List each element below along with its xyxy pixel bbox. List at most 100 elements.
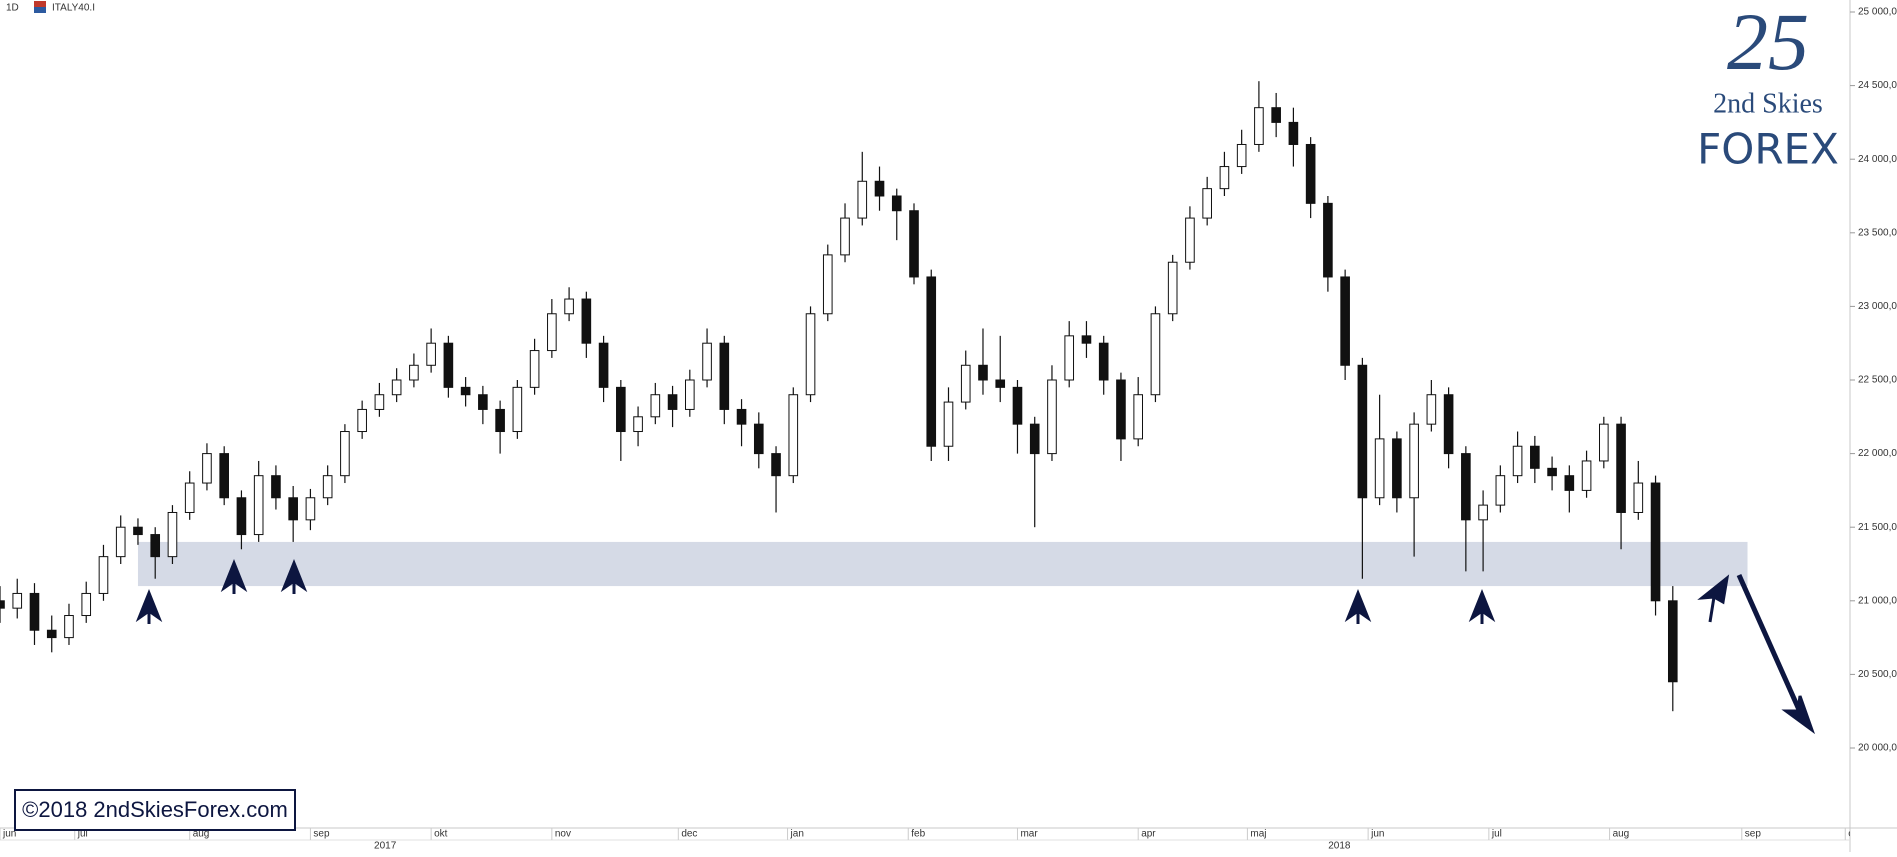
- x-tick-label: jul: [77, 829, 88, 840]
- year-label: 2018: [1328, 841, 1351, 852]
- candle-body: [978, 364, 988, 381]
- candle-body: [512, 386, 523, 433]
- candle-body: [1392, 438, 1402, 499]
- candle-body: [98, 556, 109, 594]
- candle-body: [702, 342, 712, 381]
- candle-body: [29, 592, 40, 631]
- candle-body: [409, 364, 419, 381]
- candle-body: [1167, 261, 1178, 315]
- y-tick-label: 25 000,0: [1858, 7, 1897, 18]
- candle-body: [1530, 445, 1540, 469]
- y-tick-label: 23 500,0: [1858, 227, 1897, 238]
- candle-body: [1564, 475, 1575, 491]
- candle-body: [1426, 394, 1437, 425]
- candle-body: [1512, 445, 1523, 477]
- candle-body: [322, 475, 333, 499]
- candle-body: [1047, 379, 1057, 455]
- y-tick-label: 20 500,0: [1858, 669, 1897, 680]
- candle-body: [960, 364, 971, 403]
- x-tick-label: mar: [1020, 829, 1038, 840]
- candle-body: [167, 511, 178, 558]
- x-tick-label: aug: [193, 829, 210, 840]
- candle-body: [1305, 143, 1316, 204]
- candle-body: [1236, 143, 1247, 168]
- candle-body: [1064, 335, 1075, 381]
- y-tick-label: 20 000,0: [1858, 743, 1897, 754]
- candle-body: [64, 615, 74, 639]
- x-tick-label: jul: [1491, 829, 1502, 840]
- candle-body: [736, 408, 747, 425]
- candle-body: [443, 342, 454, 388]
- year-label: 2017: [374, 841, 397, 852]
- candle-body: [1633, 482, 1644, 513]
- candle-body: [1116, 379, 1126, 440]
- candle-body: [495, 408, 505, 433]
- copyright-box: [14, 789, 296, 831]
- candle-body: [478, 394, 488, 410]
- copyright: ©2018 2ndSkiesForex.com: [22, 797, 288, 822]
- x-tick-label: feb: [911, 829, 925, 840]
- x-tick-label: apr: [1141, 829, 1156, 840]
- x-tick-label: nov: [555, 829, 571, 840]
- candle-body: [184, 482, 195, 513]
- y-tick-label: 21 000,0: [1858, 595, 1897, 606]
- candle-body: [788, 394, 799, 477]
- candle-body: [236, 497, 247, 536]
- candle-body: [253, 475, 264, 536]
- candle-body: [909, 210, 919, 278]
- candle-body: [1029, 423, 1040, 455]
- candle-body: [391, 379, 402, 396]
- candle-body: [1340, 276, 1350, 366]
- candle-body: [547, 313, 557, 352]
- x-tick-label: okt: [1848, 829, 1862, 840]
- y-tick-label: 22 500,0: [1858, 375, 1897, 386]
- up-arrow: [1468, 588, 1496, 624]
- up-arrow: [135, 588, 163, 624]
- candle-body: [12, 592, 23, 609]
- up-arrow: [220, 558, 248, 594]
- logo-mark: 25: [1727, 0, 1809, 87]
- candle-body: [1374, 438, 1385, 499]
- candle-body: [771, 453, 781, 477]
- candle-body: [857, 180, 868, 219]
- x-tick-label: jun: [2, 829, 16, 840]
- x-tick-label: sep: [313, 829, 330, 840]
- y-axis: 20 000,0 20 500,0 21 000,0 21 500,0 22 000,0…: [1850, 7, 1897, 754]
- candle-body: [650, 394, 661, 418]
- candle-body: [822, 254, 833, 315]
- candle-body: [219, 453, 230, 499]
- candle-body: [1357, 364, 1368, 499]
- candle-body: [46, 629, 57, 639]
- candle-body: [805, 313, 816, 396]
- candle-body: [719, 342, 730, 410]
- candle-body: [340, 431, 350, 477]
- arrows: [135, 558, 1816, 735]
- candle-body: [926, 276, 937, 447]
- candles: [0, 81, 1678, 712]
- down-arrow: [1736, 573, 1803, 714]
- candle-body: [1150, 313, 1161, 396]
- down-arrow-head: [1781, 695, 1816, 735]
- support-zone: [137, 541, 1748, 587]
- candle-body: [305, 497, 316, 521]
- candle-body: [357, 408, 367, 433]
- y-tick-label: 23 000,0: [1858, 301, 1897, 312]
- candle-body: [581, 298, 592, 344]
- candle-body: [1461, 453, 1471, 521]
- candle-body: [1288, 121, 1299, 145]
- x-tick-label: jan: [790, 829, 804, 840]
- up-arrow: [280, 558, 308, 594]
- candle-body: [1547, 467, 1557, 477]
- y-tick-label: 24 500,0: [1858, 80, 1897, 91]
- y-tick-label: 21 500,0: [1858, 522, 1897, 533]
- candle-body: [288, 497, 298, 521]
- candle-body: [1133, 394, 1144, 440]
- candle-body: [1081, 335, 1092, 344]
- y-tick-label: 22 000,0: [1858, 448, 1897, 459]
- candle-body: [1443, 394, 1454, 455]
- candle-body: [1667, 600, 1678, 683]
- candle-body: [1409, 423, 1419, 499]
- up-arrow: [1344, 588, 1372, 624]
